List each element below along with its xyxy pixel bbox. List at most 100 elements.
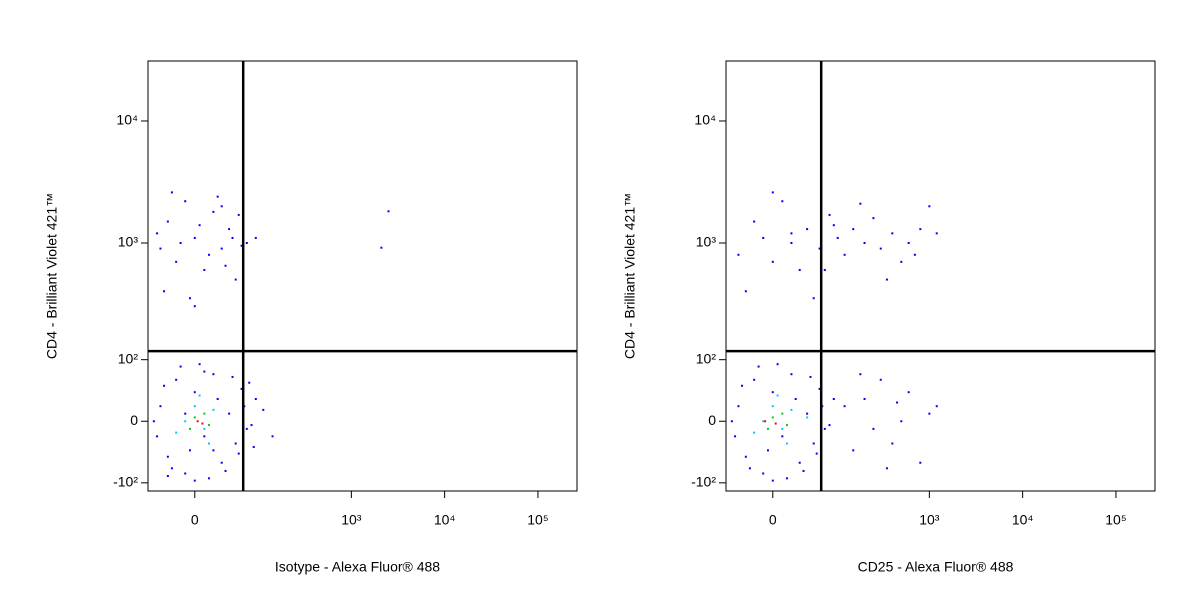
event-dot	[159, 405, 162, 408]
event-dot	[212, 373, 215, 376]
event-dot	[198, 394, 201, 397]
event-dot	[762, 472, 765, 475]
event-dot	[188, 427, 191, 430]
event-dot	[823, 268, 826, 271]
event-dot	[220, 461, 223, 464]
event-dot	[220, 247, 223, 250]
event-dot	[879, 247, 882, 250]
event-dot	[212, 408, 215, 411]
event-dot	[207, 424, 210, 427]
x-tick-label: 10⁵	[1105, 512, 1126, 528]
event-dot	[198, 363, 201, 366]
event-dot	[900, 260, 903, 263]
event-dot	[175, 431, 178, 434]
event-dot	[790, 232, 793, 235]
y-tick-label: 0	[130, 412, 138, 428]
event-dot	[271, 435, 274, 438]
y-tick-label: -10²	[691, 474, 716, 490]
event-dot	[201, 422, 204, 425]
event-dot	[852, 228, 855, 231]
event-dot	[785, 442, 788, 445]
event-dot	[730, 420, 733, 423]
event-dot	[748, 467, 751, 470]
event-dot	[737, 253, 740, 256]
event-dot	[250, 424, 253, 427]
event-dot	[832, 224, 835, 227]
event-dot	[175, 378, 178, 381]
event-dot	[170, 191, 173, 194]
event-dot	[790, 373, 793, 376]
event-dot	[832, 397, 835, 400]
event-dot	[812, 442, 815, 445]
event-dot	[203, 268, 206, 271]
event-dot	[859, 202, 862, 205]
event-dot	[771, 391, 774, 394]
event-dot	[766, 427, 769, 430]
event-dot	[156, 232, 159, 235]
event-dot	[872, 427, 875, 430]
event-dot	[188, 449, 191, 452]
y-axis-title: CD4 - Brilliant Violet 421™	[44, 193, 60, 359]
y-tick-label: 10⁴	[694, 112, 716, 128]
event-dot	[212, 210, 215, 213]
y-tick-label: 10³	[696, 234, 717, 250]
event-dot	[252, 445, 255, 448]
event-dot	[935, 405, 938, 408]
event-dot	[166, 474, 169, 477]
event-dot	[245, 241, 248, 244]
event-dot	[790, 241, 793, 244]
event-dot	[781, 200, 784, 203]
event-dot	[781, 435, 784, 438]
event-dot	[231, 375, 234, 378]
event-dot	[163, 384, 166, 387]
event-dot	[907, 391, 910, 394]
event-dot	[935, 232, 938, 235]
event-dot	[224, 264, 227, 267]
event-dot	[776, 394, 779, 397]
x-tick-label: 0	[769, 512, 777, 528]
event-dot	[823, 427, 826, 430]
event-dot	[175, 260, 178, 263]
event-dot	[198, 224, 201, 227]
event-dot	[193, 391, 196, 394]
event-dot	[907, 241, 910, 244]
event-dot	[753, 378, 756, 381]
event-dot	[237, 213, 240, 216]
event-dot	[184, 412, 187, 415]
event-dot	[872, 217, 875, 220]
event-dot	[163, 290, 166, 293]
event-dot	[764, 420, 767, 423]
x-tick-label: 0	[191, 512, 199, 528]
event-dot	[798, 268, 801, 271]
event-dot	[188, 297, 191, 300]
event-dot	[240, 387, 243, 390]
event-dot	[193, 236, 196, 239]
event-dot	[220, 205, 223, 208]
event-dot	[919, 461, 922, 464]
event-dot	[828, 424, 831, 427]
event-dot	[184, 420, 187, 423]
y-tick-label: 10²	[118, 350, 139, 366]
event-dot	[900, 420, 903, 423]
event-dot	[781, 412, 784, 415]
event-dot	[193, 479, 196, 482]
event-dot	[152, 420, 155, 423]
event-dot	[184, 472, 187, 475]
x-axis-title: Isotype - Alexa Fluor® 488	[275, 559, 440, 575]
event-dot	[913, 253, 916, 256]
event-dot	[193, 305, 196, 308]
event-dot	[224, 469, 227, 472]
event-dot	[806, 228, 809, 231]
event-dot	[387, 210, 390, 213]
x-axis-title: CD25 - Alexa Fluor® 488	[858, 559, 1014, 575]
event-dot	[245, 427, 248, 430]
event-dot	[806, 412, 809, 415]
event-dot	[228, 412, 231, 415]
x-tick-label: 10⁵	[527, 512, 548, 528]
event-dot	[809, 375, 812, 378]
event-dot	[166, 455, 169, 458]
y-axis-title: CD4 - Brilliant Violet 421™	[622, 193, 638, 359]
event-dot	[744, 455, 747, 458]
event-dot	[166, 220, 169, 223]
